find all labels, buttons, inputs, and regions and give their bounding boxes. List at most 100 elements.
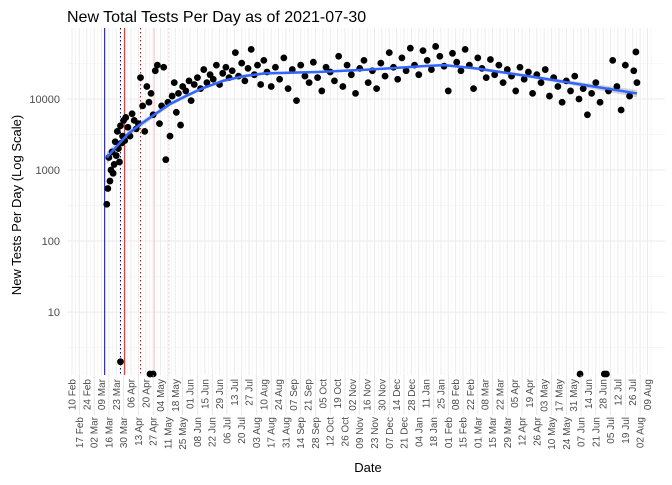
x-tick-label: 01 Mar	[473, 416, 484, 448]
data-point	[482, 74, 490, 82]
data-point	[219, 69, 227, 77]
data-point	[305, 79, 313, 87]
data-point	[318, 87, 326, 95]
x-tick-label: 09 Mar	[97, 378, 108, 410]
data-point	[630, 67, 638, 75]
data-point	[491, 71, 499, 79]
data-point	[231, 49, 239, 57]
data-point	[596, 98, 604, 106]
data-point	[632, 48, 640, 56]
data-point	[633, 79, 641, 87]
data-point	[147, 89, 155, 97]
x-tick-label: 10 May	[547, 417, 558, 450]
x-tick-label: 20 Jul	[237, 417, 248, 444]
x-tick-label: 31 May	[569, 379, 580, 412]
x-tick-label: 24 Aug	[274, 379, 285, 410]
data-point	[301, 72, 309, 80]
data-point	[149, 370, 157, 378]
x-tick-label: 22 Jun	[208, 417, 219, 447]
data-point	[122, 114, 130, 121]
x-tick-label: 19 Jul	[621, 417, 632, 444]
x-tick-label: 04 May	[156, 379, 167, 412]
data-point	[238, 59, 246, 67]
data-point	[470, 85, 477, 93]
data-point	[626, 92, 633, 100]
data-point	[402, 67, 410, 75]
data-point	[153, 61, 161, 69]
data-point	[141, 127, 149, 135]
x-tick-label: 02 Mar	[90, 416, 101, 448]
data-point	[503, 66, 511, 73]
x-tick-label: 03 May	[540, 379, 551, 412]
x-tick-label: 10 Aug	[259, 379, 270, 410]
x-tick-label: 31 Aug	[281, 417, 292, 448]
x-tick-label: 07 Sep	[289, 379, 300, 411]
data-point	[541, 66, 549, 73]
data-point	[162, 156, 170, 164]
data-point	[109, 169, 117, 177]
data-point	[419, 47, 427, 55]
x-tick-label: 30 Mar	[119, 416, 130, 448]
smooth-line	[105, 63, 638, 159]
x-tick-label: 01 Jun	[186, 379, 197, 409]
x-tick-label: 14 Dec	[392, 379, 403, 411]
x-tick-label: 29 Jun	[215, 379, 226, 409]
data-point	[241, 77, 249, 85]
data-point	[168, 92, 176, 100]
data-point	[360, 56, 368, 64]
data-point	[453, 58, 461, 66]
smooth-line-path	[105, 63, 638, 159]
data-point	[314, 74, 321, 82]
x-tick-label: 09 Aug	[643, 379, 654, 410]
data-point	[546, 92, 553, 100]
data-point	[222, 63, 230, 71]
data-point	[588, 89, 596, 97]
grid	[67, 28, 665, 375]
data-point	[212, 61, 220, 69]
x-tick-label: 17 Feb	[75, 417, 86, 449]
data-point	[175, 89, 182, 97]
data-point	[112, 152, 120, 159]
y-tick-label: 100	[42, 236, 60, 248]
x-tick-label: 13 Jul	[230, 379, 241, 406]
x-tick-label: 16 Mar	[104, 416, 115, 448]
data-point	[457, 67, 465, 75]
data-point	[145, 98, 153, 106]
data-point	[190, 81, 198, 88]
x-tick-label: 05 Oct	[318, 379, 329, 409]
chart-title: New Total Tests Per Day as of 2021-07-30	[67, 9, 366, 26]
x-tick-label: 15 Mar	[488, 416, 499, 448]
x-tick-label: 02 Nov	[348, 379, 359, 411]
data-point	[113, 127, 121, 135]
data-point	[117, 122, 124, 130]
x-tick-label: 22 Feb	[466, 379, 477, 411]
y-axis-ticks: 10 100 1000 10000	[29, 94, 60, 319]
x-tick-label: 15 Jun	[200, 379, 211, 409]
data-point	[137, 74, 144, 82]
data-point	[609, 56, 617, 64]
data-point	[487, 56, 494, 63]
data-point	[267, 83, 275, 90]
data-point	[398, 54, 406, 62]
data-point	[571, 72, 579, 80]
x-tick-label: 12 Oct	[326, 417, 337, 447]
x-tick-label: 09 Nov	[355, 417, 366, 449]
x-tick-label: 03 Aug	[252, 417, 263, 448]
data-point	[187, 97, 195, 105]
data-point	[104, 185, 112, 192]
data-point	[111, 138, 119, 146]
data-point	[364, 79, 372, 87]
data-point	[124, 123, 132, 131]
x-tick-label: 26 Apr	[532, 416, 543, 446]
data-point	[276, 75, 284, 83]
data-point	[203, 79, 211, 87]
data-point	[200, 66, 208, 73]
data-point	[116, 158, 123, 166]
x-tick-label: 22 Mar	[495, 378, 506, 410]
x-tick-label: 14 Sep	[296, 417, 307, 449]
reference-lines	[104, 28, 170, 375]
x-tick-label: 30 Nov	[377, 379, 388, 411]
x-tick-label: 25 Jan	[436, 379, 447, 409]
x-tick-label: 08 Feb	[451, 379, 462, 411]
